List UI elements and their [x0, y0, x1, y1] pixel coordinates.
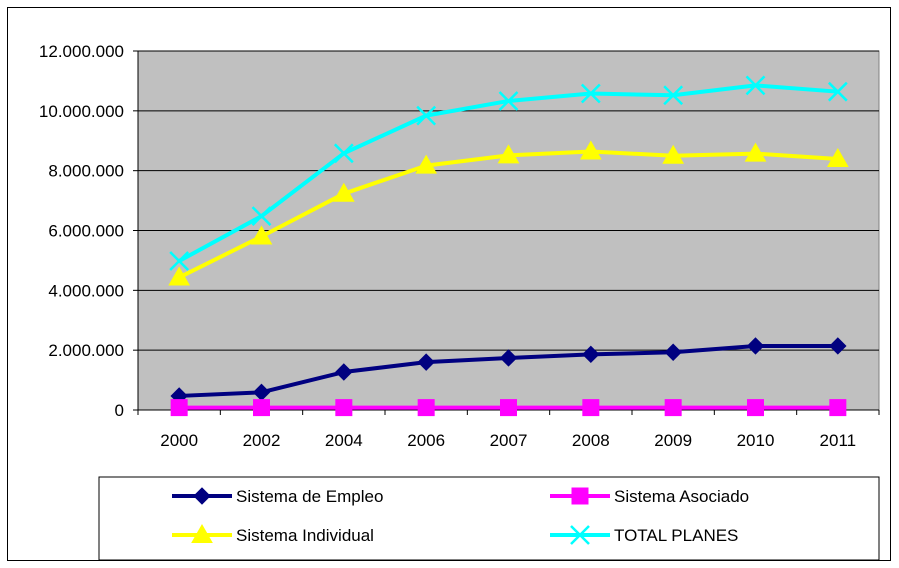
data-point — [662, 144, 685, 164]
data-point — [335, 399, 353, 417]
legend: Sistema de Empleo Sistema Asociado Sistema… — [98, 476, 880, 561]
series-1 — [170, 399, 847, 417]
y-tick-label: 2.000.000 — [48, 341, 124, 360]
data-point — [827, 81, 848, 102]
data-point — [251, 206, 272, 227]
data-point — [829, 337, 847, 355]
data-point — [745, 75, 766, 96]
y-tick-label: 6.000.000 — [48, 222, 124, 241]
series-3 — [169, 75, 848, 271]
data-point — [579, 140, 602, 160]
series-layer — [168, 75, 849, 417]
legend-label: TOTAL PLANES — [614, 526, 738, 545]
x-tick-label: 2004 — [325, 431, 363, 450]
legend-item: TOTAL PLANES — [550, 525, 738, 545]
data-point — [829, 399, 847, 417]
data-point — [250, 225, 273, 245]
x-tick-label: 2010 — [737, 431, 775, 450]
data-point — [746, 337, 765, 355]
legend-item: Sistema Individual — [172, 523, 374, 545]
y-tick-label: 12.000.000 — [39, 42, 124, 61]
legend-box — [98, 476, 880, 561]
data-point — [416, 105, 437, 126]
y-tick-label: 10.000.000 — [39, 102, 124, 121]
data-point — [169, 251, 190, 271]
data-point — [498, 91, 519, 111]
y-tick-label: 4.000.000 — [48, 281, 124, 300]
x-tick-label: 2011 — [820, 431, 857, 450]
legend-label: Sistema Individual — [236, 526, 374, 545]
legend-label: Sistema Asociado — [614, 487, 749, 506]
data-point — [500, 399, 517, 417]
data-point — [417, 399, 435, 417]
y-axis-tick-labels: 0 2.000.000 4.000.000 6.000.000 8.000.000 10.… — [39, 42, 124, 420]
data-point — [747, 399, 764, 417]
x-tick-label: 2008 — [572, 431, 610, 450]
x-tick-label: 2007 — [490, 431, 528, 450]
data-point — [170, 399, 188, 417]
data-point — [193, 487, 211, 505]
legend-item: Sistema Asociado — [550, 487, 749, 506]
data-point — [415, 154, 438, 174]
data-point — [582, 345, 600, 364]
x-axis-tick-labels: 2000 2002 2004 2006 2007 2008 2009 2010 2011 — [160, 431, 856, 450]
data-point — [570, 525, 590, 545]
data-point — [664, 399, 682, 417]
data-point — [332, 182, 355, 202]
data-point — [664, 343, 682, 361]
legend-label: Sistema de Empleo — [236, 487, 383, 506]
data-point — [663, 85, 684, 106]
x-tick-label: 2000 — [160, 431, 198, 450]
x-tick-label: 2002 — [243, 431, 281, 450]
data-point — [497, 144, 520, 164]
data-point — [333, 143, 354, 164]
gridlines — [133, 50, 880, 415]
data-point — [191, 523, 213, 543]
series-2 — [168, 140, 849, 286]
y-tick-label: 0 — [115, 401, 124, 420]
data-point — [335, 363, 353, 381]
data-point — [168, 266, 191, 286]
series-0 — [170, 337, 847, 405]
data-point — [253, 399, 270, 417]
data-point — [571, 487, 589, 505]
data-point — [744, 142, 767, 162]
data-point — [417, 353, 435, 371]
x-tick-label: 2006 — [407, 431, 445, 450]
x-tick-label: 2009 — [654, 431, 692, 450]
y-tick-label: 8.000.000 — [48, 162, 124, 181]
data-point — [580, 83, 601, 104]
legend-item: Sistema de Empleo — [172, 487, 383, 506]
data-point — [826, 147, 849, 167]
data-point — [499, 349, 518, 367]
data-point — [582, 399, 600, 417]
